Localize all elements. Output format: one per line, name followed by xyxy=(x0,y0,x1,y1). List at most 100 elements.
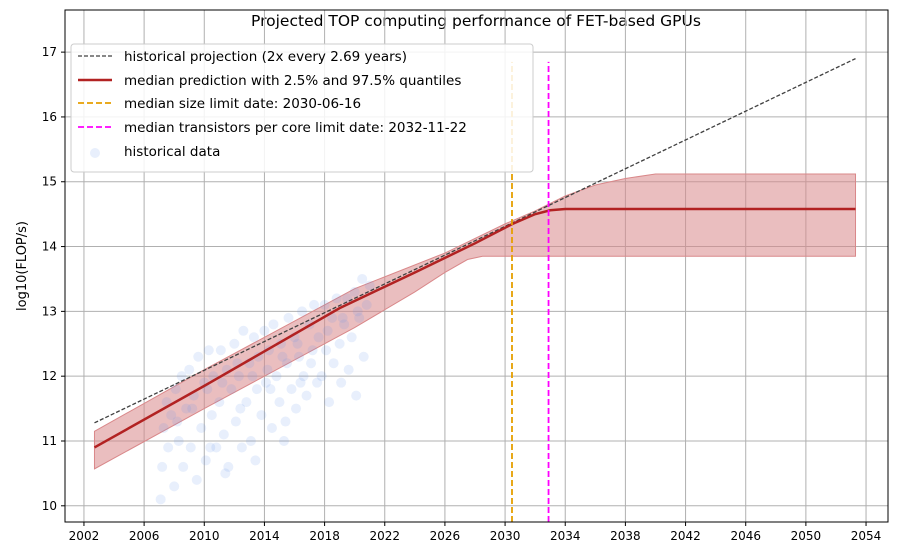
scatter-point xyxy=(309,299,320,310)
plot-frame xyxy=(64,9,889,523)
scatter-point xyxy=(328,358,339,369)
scatter-point xyxy=(245,435,256,446)
scatter-point xyxy=(349,286,360,297)
scatter-point xyxy=(312,377,323,388)
scatter-point xyxy=(178,461,189,472)
y-tick-label: 15 xyxy=(42,175,57,189)
scatter-point xyxy=(223,461,234,472)
legend: historical projection (2x every 2.69 yea… xyxy=(70,43,534,173)
scatter-point xyxy=(339,319,350,330)
scatter-point xyxy=(337,312,348,323)
y-tick-label: 16 xyxy=(42,110,57,124)
scatter-point xyxy=(301,390,312,401)
x-tick-label: 2006 xyxy=(129,529,160,543)
scatter-point xyxy=(277,351,288,362)
scatter-point xyxy=(274,397,285,408)
y-tick-label: 14 xyxy=(42,240,57,254)
y-tick-label: 12 xyxy=(42,369,57,383)
quantile-band xyxy=(93,173,857,470)
x-tick-label: 2034 xyxy=(550,529,581,543)
legend-label: historical projection (2x every 2.69 yea… xyxy=(124,49,407,65)
legend-label: median prediction with 2.5% and 97.5% qu… xyxy=(124,73,461,89)
scatter-point xyxy=(336,377,347,388)
scatter-point xyxy=(220,468,231,479)
scatter-point xyxy=(173,435,184,446)
legend-swatch-scatter xyxy=(90,148,100,158)
scatter-point xyxy=(256,410,267,421)
scatter-point xyxy=(259,325,270,336)
scatter-point xyxy=(205,442,216,453)
scatter-point xyxy=(271,371,282,382)
scatter-point xyxy=(286,384,297,395)
projection-line xyxy=(94,58,856,424)
scatter-point xyxy=(217,377,228,388)
axis-ticks: 2002 2006 2010 2014 2018 2022 2026 2030 2034 2038… xyxy=(42,45,882,543)
x-tick-label: 2054 xyxy=(851,529,882,543)
scatter-point xyxy=(248,332,259,343)
scatter-point xyxy=(331,293,342,304)
x-tick-label: 2046 xyxy=(730,529,761,543)
x-tick-label: 2002 xyxy=(69,529,100,543)
scatter-point xyxy=(268,319,279,330)
scatter-point xyxy=(297,306,308,317)
scatter-point xyxy=(327,312,338,323)
scatter-point xyxy=(176,371,187,382)
scatter-point xyxy=(351,390,362,401)
legend-label: median size limit date: 2030-06-16 xyxy=(124,96,361,112)
scatter-point xyxy=(262,364,273,375)
scatter-point xyxy=(235,403,246,414)
scatter-point xyxy=(163,442,174,453)
scatter-point xyxy=(157,461,168,472)
y-tick-label: 10 xyxy=(42,499,57,513)
legend-label: median transistors per core limit date: … xyxy=(124,120,467,136)
x-tick-label: 2026 xyxy=(430,529,461,543)
scatter-point xyxy=(266,423,277,434)
scatter-point xyxy=(241,397,252,408)
scatter-point xyxy=(196,423,207,434)
scatter-point xyxy=(233,371,244,382)
scatter-point xyxy=(203,345,214,356)
scatter-point xyxy=(250,455,261,466)
scatter-point xyxy=(238,325,249,336)
scatter-point xyxy=(166,410,177,421)
scatter-point xyxy=(185,442,196,453)
scatter-point xyxy=(278,435,289,446)
legend-label: historical data xyxy=(124,144,220,160)
scatter-point xyxy=(200,455,211,466)
scatter-point xyxy=(226,384,237,395)
scatter-point xyxy=(316,371,327,382)
scatter-point xyxy=(283,312,294,323)
y-tick-label: 11 xyxy=(42,434,57,448)
scatter-point xyxy=(211,442,222,453)
scatter-point xyxy=(265,384,276,395)
scatter-point xyxy=(306,358,317,369)
scatter-point xyxy=(191,474,202,485)
scatter-point xyxy=(218,429,229,440)
scatter-point xyxy=(358,351,369,362)
scatter-point xyxy=(193,351,204,362)
scatter-point xyxy=(184,364,195,375)
chart-title: Projected TOP computing performance of F… xyxy=(251,12,701,30)
scatter-point xyxy=(172,416,183,427)
scatter-point xyxy=(155,494,166,505)
scatter-point xyxy=(236,442,247,453)
scatter-point xyxy=(206,410,217,421)
scatter-point xyxy=(281,358,292,369)
scatter-point xyxy=(361,299,372,310)
scatter-point xyxy=(298,371,309,382)
x-tick-label: 2018 xyxy=(309,529,340,543)
median-line xyxy=(93,207,856,449)
quantile-band-area xyxy=(93,173,857,470)
scatter-point xyxy=(247,371,258,382)
scatter-point xyxy=(187,403,198,414)
scatter-point xyxy=(230,416,241,427)
scatter-point xyxy=(294,351,305,362)
x-tick-label: 2038 xyxy=(610,529,641,543)
scatter-point xyxy=(260,377,271,388)
scatter-point xyxy=(324,397,335,408)
scatter-point xyxy=(334,338,345,349)
scatter-point xyxy=(170,384,181,395)
scatter-point xyxy=(343,364,354,375)
y-axis-label: log10(FLOP/s) xyxy=(15,221,30,311)
